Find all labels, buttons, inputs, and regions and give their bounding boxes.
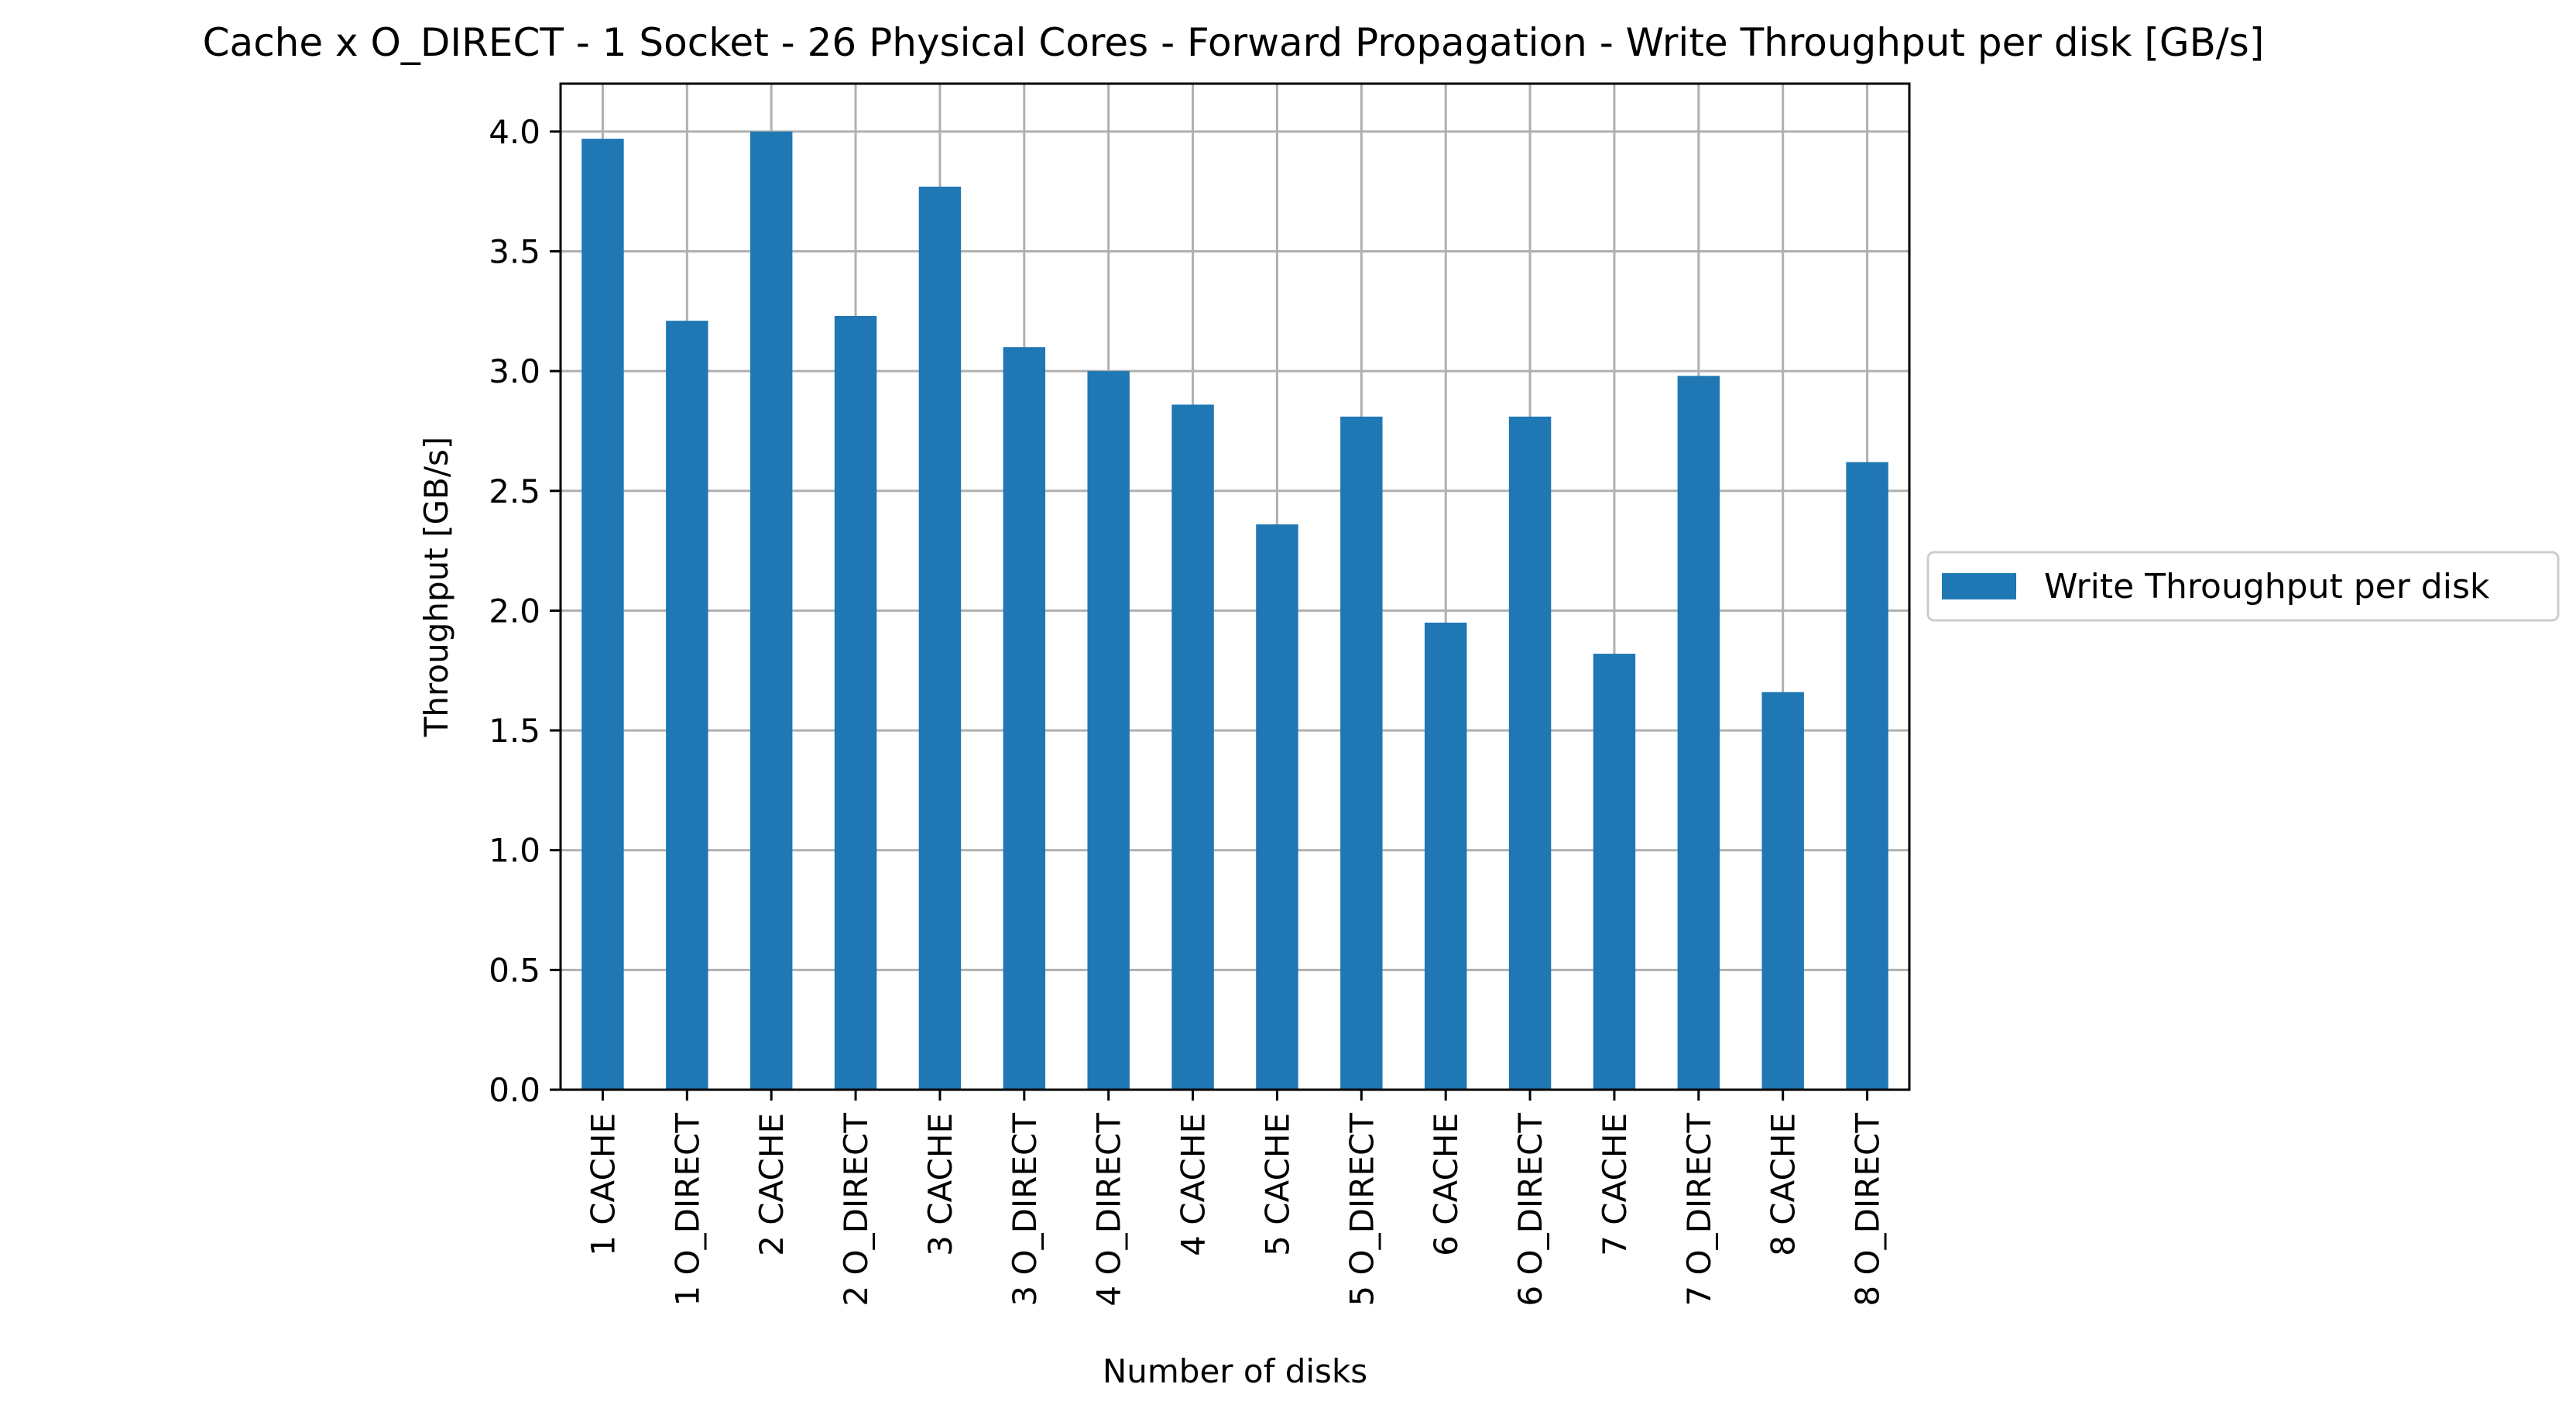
y-axis-ticks: 0.0 0.5 1.0 1.5 2.0 2.5 3.0 3.5 4.0 — [489, 113, 561, 1109]
legend-box — [1926, 551, 2560, 622]
x-tick-label: 7 O_DIRECT — [1680, 1113, 1718, 1307]
y-tick-label: 2.5 — [489, 472, 540, 510]
y-tick-label: 4.0 — [489, 113, 540, 151]
y-tick-label: 2.0 — [489, 592, 540, 630]
y-tick-label: 3.5 — [489, 233, 540, 271]
bar — [1171, 404, 1214, 1090]
plot-frame — [559, 82, 1911, 1091]
bar — [1256, 524, 1298, 1090]
x-axis-ticks: 1 CACHE 1 O_DIRECT 2 CACHE 2 O_DIRECT 3 CACH… — [584, 1090, 1887, 1307]
x-tick-label: 3 O_DIRECT — [1006, 1113, 1044, 1307]
bars — [581, 131, 1888, 1090]
x-tick-label: 6 O_DIRECT — [1511, 1113, 1549, 1307]
bar — [918, 186, 962, 1090]
x-tick-label: 4 CACHE — [1175, 1113, 1213, 1256]
legend: Write Throughput per disk — [1926, 551, 2560, 622]
bar — [1087, 371, 1130, 1090]
bar — [1340, 416, 1383, 1090]
x-tick-label: 1 CACHE — [584, 1113, 622, 1256]
plot-area — [559, 82, 1911, 1091]
y-tick-label: 3.0 — [489, 352, 540, 390]
x-tick-label: 4 O_DIRECT — [1090, 1113, 1128, 1307]
bar — [749, 131, 793, 1090]
y-tick-label: 0.5 — [489, 951, 540, 989]
y-tick-label: 1.5 — [489, 712, 540, 750]
x-tick-label: 6 CACHE — [1427, 1113, 1465, 1256]
bar — [666, 321, 708, 1090]
x-tick-label: 8 O_DIRECT — [1849, 1113, 1887, 1307]
bar — [1846, 462, 1888, 1090]
bar — [834, 316, 877, 1090]
bar — [581, 139, 624, 1090]
bar — [1003, 347, 1046, 1090]
bar — [1593, 654, 1636, 1090]
bar — [1424, 622, 1467, 1090]
y-tick-label: 1.0 — [489, 832, 540, 870]
chart-title: Cache x O_DIRECT - 1 Socket - 26 Physica… — [203, 20, 2265, 65]
x-tick-label: 5 CACHE — [1258, 1113, 1296, 1256]
x-tick-label: 7 CACHE — [1596, 1113, 1634, 1256]
y-tick-label: 0.0 — [489, 1071, 540, 1109]
x-tick-label: 2 O_DIRECT — [837, 1113, 875, 1307]
legend-label: Write Throughput per disk — [2044, 567, 2490, 606]
x-tick-label: 2 CACHE — [753, 1113, 791, 1256]
bar — [1508, 416, 1552, 1090]
x-tick-label: 1 O_DIRECT — [668, 1113, 706, 1307]
x-tick-label: 3 CACHE — [921, 1113, 959, 1256]
x-tick-label: 8 CACHE — [1765, 1113, 1803, 1256]
y-axis-label: Throughput [GB/s] — [417, 437, 455, 737]
bar — [1761, 692, 1804, 1090]
bar — [1677, 376, 1720, 1090]
x-tick-label: 5 O_DIRECT — [1343, 1113, 1381, 1307]
legend-swatch — [1942, 573, 2016, 599]
x-axis-label: Number of disks — [1103, 1352, 1367, 1390]
